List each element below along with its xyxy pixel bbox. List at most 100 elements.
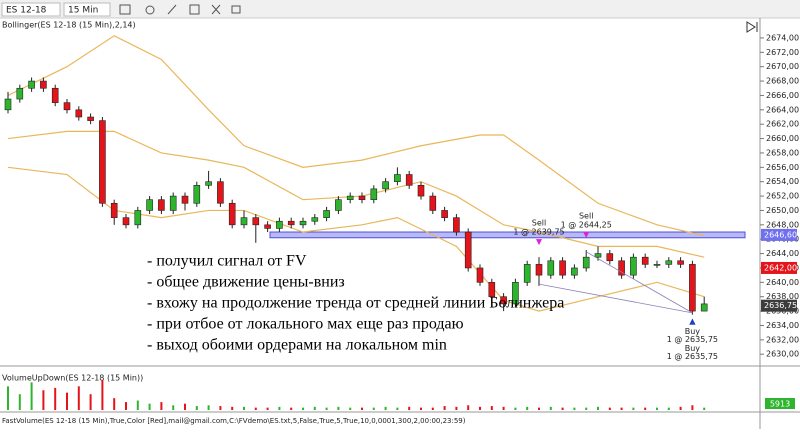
volume-bar — [89, 394, 92, 410]
volume-bar — [254, 407, 257, 410]
bollinger-band — [7, 35, 705, 237]
candle-body — [641, 256, 649, 265]
candle-body — [535, 264, 543, 276]
candle-body — [630, 256, 637, 276]
note-line: - выход обоими ордерами на локальном min — [147, 337, 447, 354]
y-tick-label: 2668,00 — [766, 77, 799, 86]
bollinger-band — [7, 166, 705, 312]
note-line: - общее движение цены-вниз — [147, 274, 345, 291]
volume-bar — [113, 398, 116, 410]
candle-body — [606, 253, 614, 262]
volume-bar — [313, 406, 316, 410]
y-tick-label: 2674,00 — [766, 33, 799, 42]
volume-bar — [325, 407, 328, 410]
candle-body — [689, 264, 696, 312]
candle-body — [252, 217, 260, 226]
candle-body — [87, 116, 94, 121]
candle-body — [169, 195, 177, 211]
volume-bar — [18, 394, 21, 410]
volume-bar — [538, 407, 540, 410]
volume-bar — [290, 407, 293, 410]
note-line: - получил сигнал от FV — [147, 253, 307, 270]
volume-bar — [396, 407, 399, 410]
y-tick-label: 2666,00 — [766, 91, 799, 100]
candle-body — [653, 264, 661, 266]
candle-body — [523, 264, 531, 283]
candle-body — [441, 210, 448, 218]
candle-body — [122, 217, 130, 226]
execution-label: 1 @ 2635,75 — [667, 352, 718, 361]
y-tick-label: 2648,00 — [766, 220, 799, 229]
candle-body — [276, 220, 283, 229]
sell-arrow — [583, 231, 590, 238]
volume-bar — [691, 405, 694, 410]
price-label-box — [761, 299, 797, 312]
trade-link — [538, 283, 693, 314]
volume-bar — [608, 407, 611, 410]
execution-label: 1 @ 2639,75 — [513, 228, 564, 237]
instrument[interactable]: ES 12-18 — [6, 6, 47, 16]
y-tick-label: 2652,00 — [766, 192, 799, 201]
candle-body — [547, 260, 555, 276]
candle-body — [405, 174, 413, 186]
candle-body — [417, 184, 425, 197]
y-tick-label: 2644,00 — [766, 249, 799, 258]
scroll-end-button[interactable] — [746, 21, 758, 33]
y-tick-label: 2662,00 — [766, 120, 799, 129]
candle-body — [618, 260, 625, 276]
interval[interactable]: 15 Min — [68, 6, 98, 16]
y-tick-label: 2630,00 — [766, 350, 799, 359]
volume-bar — [703, 407, 706, 410]
volume-bar — [632, 407, 635, 410]
volume-bar — [372, 407, 375, 410]
candle-body — [665, 260, 673, 265]
y-tick-label: 2660,00 — [766, 134, 799, 143]
candle-body — [299, 220, 307, 226]
volume-bar — [7, 386, 9, 410]
volume-bar — [455, 406, 458, 410]
candle-body — [264, 224, 271, 229]
volume-bar — [597, 406, 599, 410]
candle-body — [335, 199, 342, 211]
volume-bar — [514, 407, 517, 410]
candle-body — [346, 195, 354, 200]
instrument-select[interactable] — [1, 2, 61, 17]
execution-side: Buy — [685, 344, 701, 353]
volume-bar — [184, 403, 186, 410]
candle-body — [582, 256, 590, 269]
volume-bar — [148, 403, 151, 410]
y-tick-label: 2664,00 — [766, 105, 799, 114]
volume-bar — [266, 407, 269, 410]
candle-body — [99, 120, 106, 204]
candle-body — [677, 260, 684, 265]
candle-body — [158, 199, 165, 211]
y-tick-label: 2658,00 — [766, 148, 799, 157]
volume-bar — [302, 407, 304, 410]
candle-body — [134, 210, 142, 226]
trade-link — [586, 251, 693, 314]
sell-arrow — [536, 239, 542, 246]
volume-bar — [502, 406, 505, 410]
volume-bar — [77, 386, 80, 410]
candle-body — [394, 174, 401, 183]
interval-select[interactable] — [63, 2, 111, 17]
candle-body — [28, 80, 35, 89]
candle-body — [594, 253, 602, 258]
toolbar-icons[interactable] — [119, 4, 241, 15]
volume-bar — [679, 406, 682, 410]
candle-body — [4, 98, 12, 111]
candle-body — [16, 87, 24, 100]
note-line: - при отбое от локального мах еще раз пр… — [147, 316, 464, 333]
candle-body — [476, 267, 484, 283]
volume-bar — [467, 405, 470, 410]
execution-side: Sell — [579, 211, 593, 220]
volume-bar — [479, 406, 481, 410]
volume-bar — [231, 406, 234, 410]
candle-body — [323, 210, 330, 218]
candle-body — [512, 282, 519, 305]
candle-body — [228, 202, 236, 226]
price-label-box — [761, 261, 797, 274]
candle-body — [571, 267, 578, 276]
volume-bar — [384, 406, 387, 410]
